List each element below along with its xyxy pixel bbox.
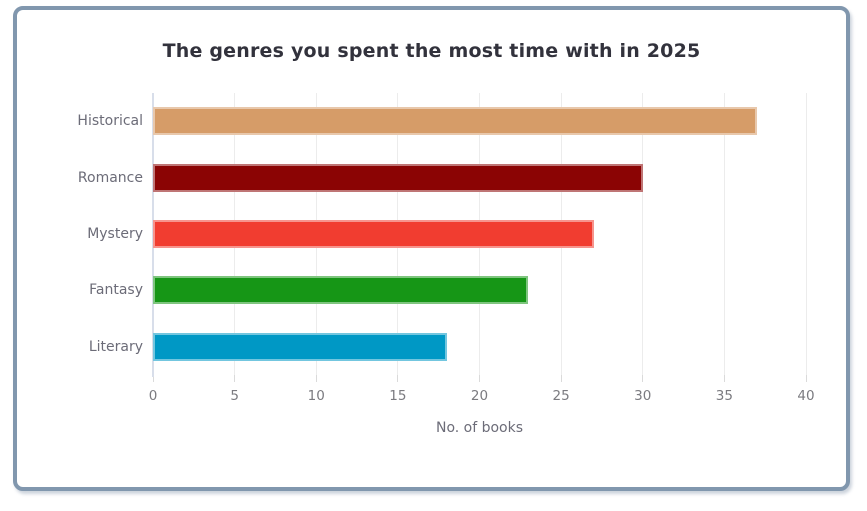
x-tick-label: 15 [389,388,407,404]
gridline [723,93,725,375]
x-tick [479,375,480,382]
bar-literary [153,332,447,361]
x-tick-label: 20 [470,388,489,404]
x-tick-label: 0 [148,388,158,404]
x-tick-label: 40 [797,388,815,404]
x-tick [642,375,644,382]
gridline [642,93,644,375]
chart-card: The genres you spent the most time with … [13,6,850,491]
x-tick-label: 5 [230,388,239,404]
x-tick [805,375,807,382]
x-tick [723,375,725,382]
x-tick [315,375,317,382]
category-label: Romance [77,169,143,186]
category-label: Literary [88,338,143,355]
chart-title: The genres you spent the most time with … [162,40,701,62]
bar-mystery [153,220,594,248]
x-tick [560,375,562,382]
bar-historical [153,107,758,136]
x-tick-label: 30 [634,388,652,404]
bar-fantasy [153,276,529,305]
x-tick [152,375,154,382]
x-axis-label: No. of books [435,420,524,436]
category-label: Mystery [87,225,143,242]
x-tick-label: 25 [552,388,570,404]
x-tick [397,375,399,382]
x-tick-label: 35 [715,388,733,404]
category-label: Historical [77,113,143,130]
x-tick [234,375,236,382]
bar-romance [153,163,643,192]
x-tick-label: 10 [307,388,325,404]
bar-chart: The genres you spent the most time with … [17,10,846,487]
gridline [805,93,807,375]
category-label: Fantasy [89,282,143,299]
